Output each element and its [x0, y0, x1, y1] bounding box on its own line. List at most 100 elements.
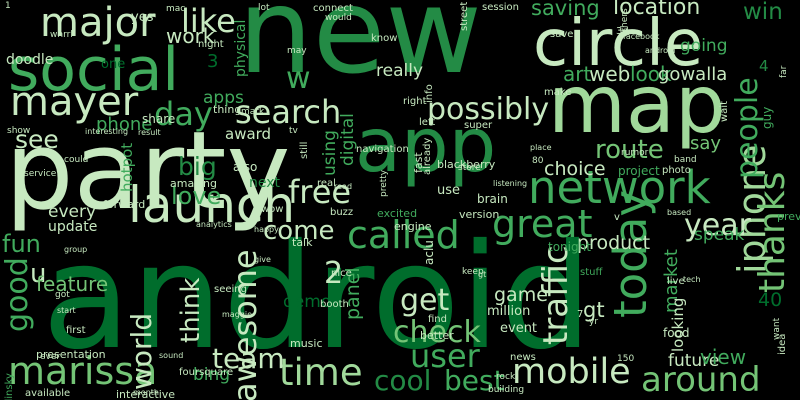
word: map — [548, 58, 726, 151]
word: gt — [583, 298, 605, 322]
word: looking — [669, 297, 687, 352]
word: based — [667, 208, 692, 217]
word: booth — [320, 299, 349, 310]
word: love — [171, 182, 222, 210]
word: game — [494, 284, 548, 306]
word: still — [299, 141, 310, 159]
word: news — [510, 352, 536, 363]
word: right — [403, 96, 427, 107]
word: street — [459, 1, 470, 31]
word: rumor — [621, 148, 649, 158]
word: analytics — [196, 220, 232, 229]
word: 1 — [5, 1, 11, 11]
word: available — [25, 388, 71, 399]
word: every — [48, 202, 97, 222]
word: demo — [283, 292, 332, 312]
word: gowalla — [658, 64, 728, 85]
word: check — [393, 315, 481, 350]
word: product — [577, 232, 651, 254]
word: day — [154, 95, 213, 133]
word: wow — [261, 204, 284, 215]
word: team — [212, 342, 285, 375]
word: yes — [131, 10, 154, 25]
word: presentation — [36, 348, 106, 361]
word: building — [488, 385, 525, 395]
word: using — [320, 130, 340, 176]
word: saving — [531, 0, 600, 20]
word: engine — [394, 220, 432, 233]
word: guy — [760, 106, 774, 129]
word: come — [263, 216, 335, 246]
word: talk — [292, 236, 313, 249]
word: around — [641, 360, 761, 400]
word: amazing — [170, 177, 217, 190]
word: get — [400, 283, 450, 318]
word: good — [0, 257, 35, 332]
word: mac — [166, 4, 186, 14]
word: show — [7, 126, 31, 136]
word: feature — [36, 272, 109, 296]
word: mobile — [512, 352, 631, 392]
word: may — [287, 46, 307, 56]
word: maggie — [222, 310, 252, 319]
word: web — [589, 62, 631, 86]
word: think — [176, 277, 206, 343]
word: belinsky — [4, 373, 15, 400]
word: 150 — [617, 354, 635, 364]
word: save — [550, 29, 574, 40]
word: navigation — [356, 144, 409, 155]
word: award — [225, 125, 272, 143]
word: year — [684, 208, 751, 243]
word: tonight — [548, 240, 591, 254]
word: going — [680, 36, 728, 56]
word: thing — [213, 103, 242, 116]
word: interactive — [116, 388, 176, 400]
word: nice — [331, 268, 352, 279]
word: blackberry — [437, 158, 496, 171]
word: u — [30, 259, 47, 289]
word: interesting — [85, 127, 129, 136]
word: like — [181, 2, 236, 40]
word: one — [101, 57, 126, 72]
word: version — [459, 208, 500, 221]
word: 40 — [758, 289, 783, 311]
word: make — [544, 87, 572, 98]
word: brain — [477, 192, 508, 206]
word: new — [238, 0, 482, 100]
word: tv — [289, 126, 298, 136]
word: mark — [241, 107, 265, 117]
word: update — [48, 219, 98, 235]
word: music — [290, 337, 323, 350]
word: w — [286, 61, 311, 96]
word: sound — [159, 351, 184, 360]
word: see — [15, 125, 59, 154]
word: event — [500, 321, 538, 336]
word: seeing — [214, 284, 247, 295]
word: aclu — [422, 240, 436, 265]
word: start — [57, 306, 76, 315]
word: foursquare — [179, 367, 234, 378]
word: rock — [496, 372, 516, 382]
word: share — [142, 112, 176, 126]
word: preview — [777, 210, 800, 223]
word: 3 — [207, 51, 219, 72]
word: physical — [233, 19, 249, 77]
word: party — [5, 109, 291, 234]
word: really — [376, 61, 423, 81]
word: ever — [40, 352, 61, 362]
word: million — [487, 304, 531, 319]
word: excited — [377, 207, 418, 220]
word: world — [125, 312, 158, 390]
word: work — [166, 24, 215, 48]
word: keep — [462, 267, 484, 277]
word: food — [663, 326, 690, 340]
word: android — [645, 46, 676, 55]
word: awesome — [226, 249, 264, 400]
word: big — [178, 152, 217, 181]
word: tech — [683, 275, 701, 284]
word: month — [133, 388, 159, 397]
word: pretty — [379, 169, 389, 197]
word: cool — [374, 364, 432, 397]
word: would — [325, 13, 352, 23]
